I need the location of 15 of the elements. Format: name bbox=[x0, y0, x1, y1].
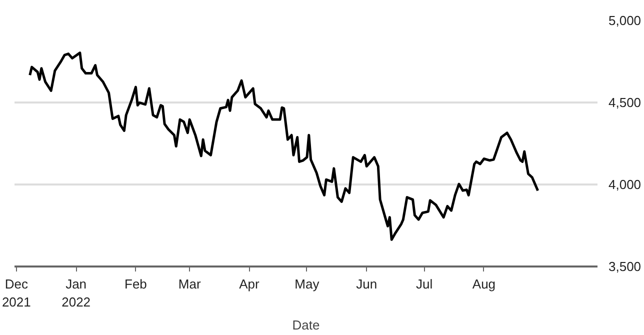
x-tick-label: Apr bbox=[239, 276, 260, 292]
x-tick-label: Jun bbox=[356, 276, 378, 292]
y-tick-label: 3,500 bbox=[608, 259, 642, 274]
x-axis-title: Date bbox=[292, 318, 320, 332]
x-tick-label: Jul bbox=[416, 276, 433, 292]
x-tick-label: Dec 2021 bbox=[2, 276, 31, 310]
x-tick-label: Jan 2022 bbox=[62, 276, 91, 310]
x-tick-label: Feb bbox=[124, 276, 147, 292]
line-series bbox=[28, 52, 540, 241]
x-tick-label: Aug bbox=[472, 276, 496, 292]
y-tick-label: 4,500 bbox=[608, 95, 642, 110]
y-tick-label: 5,000 bbox=[608, 13, 642, 28]
x-tick-label: May bbox=[294, 276, 320, 292]
x-tick-label: Mar bbox=[178, 276, 202, 292]
y-tick-label: 4,000 bbox=[608, 177, 642, 192]
